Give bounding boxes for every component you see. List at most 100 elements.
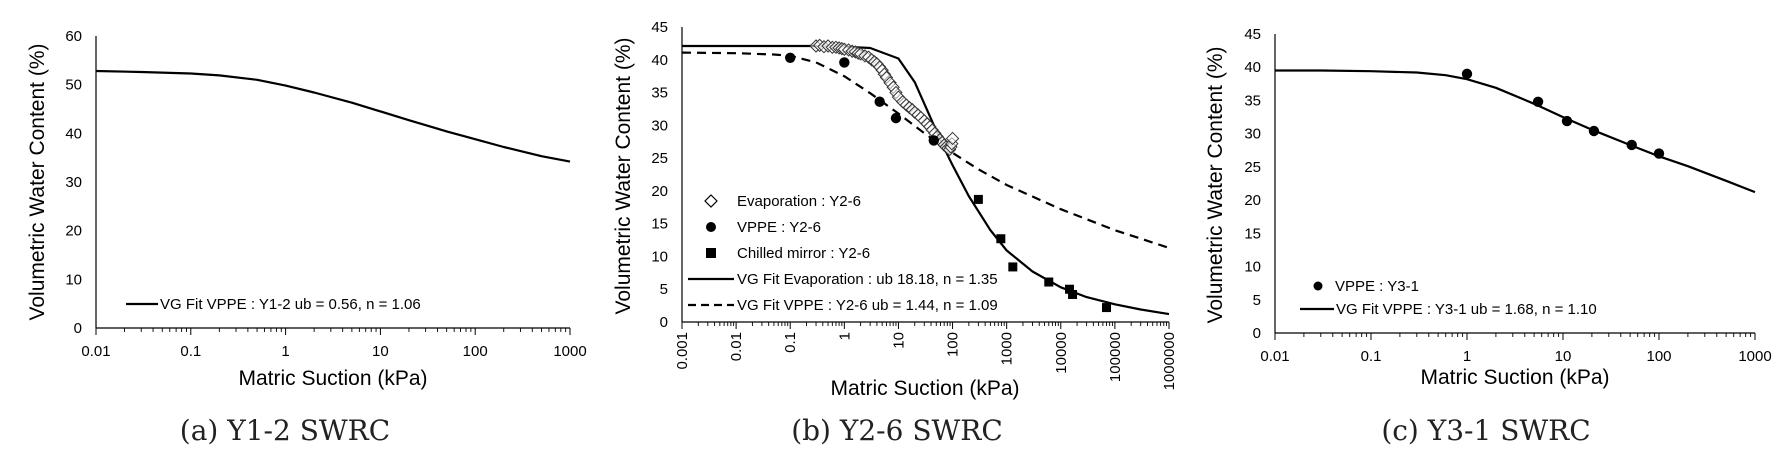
panel-a-y-tick-label: 0: [74, 320, 82, 337]
panel-c-marks: 0.01 0.1 1 10 100 1000 0 5 10 15 20 25 30 35 40 45: [1244, 26, 1771, 365]
panel-a-x-axis-title: Matric Suction (kPa): [238, 367, 427, 390]
panel-b-x-tick-label: 1: [836, 332, 853, 340]
panel-c-x-axis-title: Matric Suction (kPa): [1420, 366, 1609, 389]
panel-a-x-tick-label: 1000: [553, 343, 586, 360]
panel-a-legend-label: VG Fit VPPE : Y1-2 ub = 0.56, n = 1.06: [160, 296, 421, 313]
panel-b-vppe-point: [890, 112, 902, 124]
panel-b-legend-label-vg-fit-evaporation: VG Fit Evaporation : ub 18.18, n = 1.35: [737, 271, 998, 288]
panel-b-x-tick-label: 0.001: [674, 332, 691, 370]
panel-c-y-tick-label: 10: [1244, 259, 1261, 276]
panel-c-vppe-point: [1561, 115, 1573, 127]
panel-a-legend: VG Fit VPPE : Y1-2 ub = 0.56, n = 1.06: [126, 296, 421, 313]
panel-b-legend-label-chilled-mirror: Chilled mirror : Y2-6: [737, 245, 870, 262]
panel-b-legend-label-evaporation: Evaporation : Y2-6: [737, 193, 861, 210]
panel-b-y-tick-label: 25: [651, 150, 668, 167]
panel-a-fit-curve: [95, 69, 571, 163]
panel-a-y-tick-label: 60: [65, 28, 82, 45]
panel-c-y-tick-label: 35: [1244, 92, 1261, 109]
panel-c-legend: VPPE : Y3-1 VG Fit VPPE : Y3-1 ub = 1.68…: [1300, 278, 1597, 318]
panel-a-y-tick-label: 40: [65, 125, 82, 142]
panel-c-x-tick-label: 100: [1646, 348, 1671, 365]
panel-a-caption: (a) Y1-2 SWRC: [180, 414, 390, 447]
panel-a-y-tick-label: 50: [65, 77, 82, 94]
panel-c-legend-label-vg-fit: VG Fit VPPE : Y3-1 ub = 1.68, n = 1.10: [1336, 301, 1597, 318]
panel-b-x-tick-label: 0.01: [728, 332, 745, 361]
panel-c-y-tick-label: 30: [1244, 126, 1261, 143]
panel-a-y-tick-label: 10: [65, 271, 82, 288]
panel-a-x-tick-label: 10: [372, 343, 389, 360]
panel-c-legend-label-vppe: VPPE : Y3-1: [1335, 278, 1419, 295]
panel-b-legend-circle-swatch: [706, 222, 716, 232]
panel-c-y-tick-label: 25: [1244, 159, 1261, 176]
panel-b-y-tick-label: 30: [651, 117, 668, 134]
panel-b-y-tick-label: 35: [651, 85, 668, 102]
panel-b-x-tick-label: 100: [945, 332, 962, 357]
panel-b-caption: (b) Y2-6 SWRC: [791, 414, 1003, 447]
panel-a-x-tick-label: 0.1: [180, 343, 201, 360]
panel-b-x-tick-label: 100000: [1107, 332, 1124, 382]
panel-b-chilled-mirror-point: [1102, 303, 1112, 313]
panel-b-chilled-mirror-point: [1008, 262, 1018, 272]
panel-b-legend: Evaporation : Y2-6 VPPE : Y2-6 Chilled m…: [688, 193, 998, 314]
panel-b-y-tick-label: 20: [651, 183, 668, 200]
panel-c-y-tick-label: 0: [1253, 325, 1261, 342]
panel-b-y-axis-title: Volumetric Water Content (%): [612, 38, 635, 315]
panel-b-fit-curve-dashed: [681, 51, 1170, 249]
panel-b-x-tick-label: 1000: [999, 332, 1016, 365]
panel-c-vppe-point: [1653, 148, 1665, 159]
panel-b-chilled-mirror-point: [1044, 277, 1054, 287]
panel-b-vppe-point: [874, 96, 885, 107]
panel-c-y-tick-label: 15: [1244, 225, 1261, 242]
panel-b-y-tick-label: 0: [660, 314, 668, 331]
panel-c-y-tick-label: 40: [1244, 59, 1261, 76]
panel-b-vppe-point: [785, 52, 796, 64]
panel-a-x-tick-label: 0.01: [81, 343, 110, 360]
panel-c-x-tick-label: 0.01: [1260, 348, 1289, 365]
panel-b-y-tick-label: 5: [660, 281, 668, 298]
panel-b-y-tick-label: 40: [651, 52, 668, 69]
panel-b: 0.001 0.01 0.1 1 10 100 1000 10000 100000 1000000…: [612, 19, 1178, 447]
panel-a-x-tick-label: 1: [281, 343, 289, 360]
panel-c-x-tick-label: 10: [1555, 348, 1572, 365]
panel-b-chilled-mirror-point: [996, 234, 1006, 244]
panel-b-legend-square-swatch: [706, 248, 716, 258]
panel-b-legend-diamond-swatch: [704, 194, 718, 208]
panel-c-y-axis-title: Volumetric Water Content (%): [1204, 47, 1227, 324]
panel-b-chilled-mirror-point: [1068, 289, 1078, 299]
panel-b-legend-label-vppe: VPPE : Y2-6: [737, 219, 821, 236]
panel-b-chilled-mirror-point: [1065, 284, 1075, 294]
panel-b-marks: 0.001 0.01 0.1 1 10 100 1000 10000 100000 1000000…: [651, 19, 1178, 390]
panel-b-y-tick-label: 10: [651, 248, 668, 265]
panel-c-vppe-point: [1532, 96, 1544, 107]
panel-b-x-tick-label: 0.1: [782, 332, 799, 353]
panel-b-y-tick-label: 15: [651, 216, 668, 233]
panel-c-y-tick-label: 45: [1244, 26, 1261, 43]
panel-a: 0.01 0.1 1 10 100 1000 0 10 20 30 40 50 60 Matric Su…: [26, 28, 587, 447]
panel-c-vppe-point: [1626, 139, 1637, 151]
panel-c-caption: (c) Y3-1 SWRC: [1381, 414, 1590, 447]
panel-a-x-tick-label: 100: [463, 343, 488, 360]
panel-b-x-axis-title: Matric Suction (kPa): [830, 377, 1019, 400]
panel-c-y-tick-label: 20: [1244, 192, 1261, 209]
panel-b-x-tick-label: 10: [890, 332, 907, 349]
panel-b-chilled-mirror-point: [973, 194, 983, 204]
panel-b-y-tick-label: 45: [651, 19, 668, 36]
panel-c-x-tick-label: 1: [1463, 348, 1471, 365]
panel-a-y-axis-title: Volumetric Water Content (%): [26, 44, 49, 321]
panel-c-y-tick-label: 5: [1253, 292, 1261, 309]
panel-a-marks: 0.01 0.1 1 10 100 1000 0 10 20 30 40 50 60: [65, 28, 586, 360]
panel-c-fit-curve: [1275, 69, 1756, 194]
panel-b-legend-label-vg-fit-vppe: VG Fit VPPE : Y2-6 ub = 1.44, n = 1.09: [737, 297, 998, 314]
panel-c-legend-circle-swatch: [1313, 281, 1323, 291]
panel-c-x-tick-label: 0.1: [1361, 348, 1382, 365]
panel-a-y-tick-label: 30: [65, 174, 82, 191]
panel-b-vppe-point: [928, 135, 939, 146]
panel-c-x-tick-label: 1000: [1738, 348, 1771, 365]
panel-c-vppe-point: [1588, 125, 1600, 137]
panel-a-y-tick-label: 20: [65, 223, 82, 240]
panel-c: 0.01 0.1 1 10 100 1000 0 5 10 15 20 25 30 35 40 45 Matr…: [1204, 26, 1772, 447]
panel-b-x-tick-label: 1000000: [1161, 332, 1178, 390]
panel-b-evaporation-point: [945, 131, 960, 146]
panel-c-vppe-point: [1461, 68, 1473, 80]
